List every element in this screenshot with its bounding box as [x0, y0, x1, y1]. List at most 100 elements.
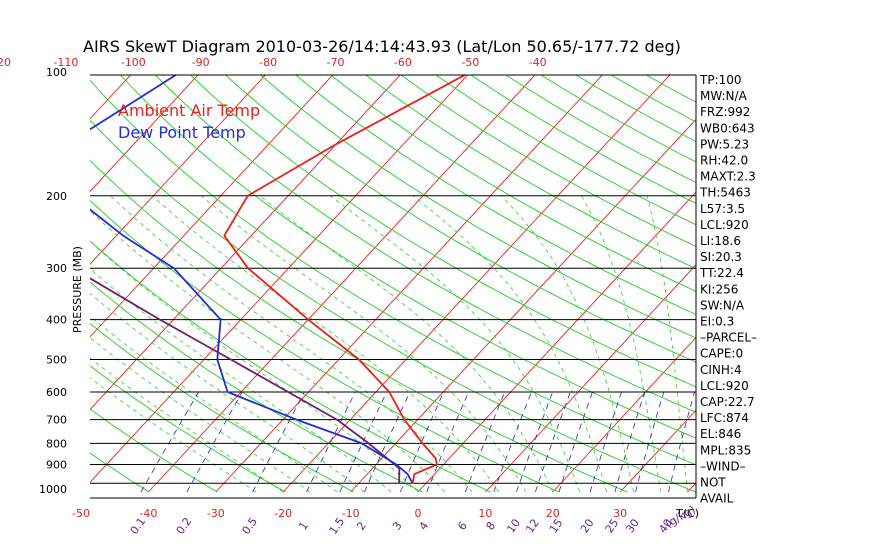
mixing-ratio-line: [339, 391, 388, 493]
parcel-curve: [90, 277, 401, 484]
pressure-tick-label: 100: [46, 66, 67, 79]
moist-adiabat: [110, 195, 473, 493]
top-temp-tick-label: -70: [327, 56, 345, 69]
bottom-temp-tick-label: -50: [72, 507, 90, 520]
plot-frame: [90, 74, 697, 499]
profile-curves: [90, 75, 467, 484]
bottom-temp-tick-label: 20: [546, 507, 560, 520]
top-temp-tick-label: -100: [121, 56, 146, 69]
isotherm: [552, 336, 696, 493]
isotherm: [417, 191, 696, 493]
index-entry: TH:5463: [699, 186, 751, 200]
isotherm: [755, 72, 870, 492]
bottom-temp-tick-label: 10: [478, 507, 492, 520]
y-axis-label: PRESSURE (MB): [71, 246, 84, 333]
index-entry: –PARCEL–: [700, 331, 757, 345]
index-entry: LFC:874: [700, 411, 749, 425]
dewpoint-curve: [90, 75, 414, 484]
index-entry: MPL:835: [700, 443, 751, 457]
top-temp-tick-label: -50: [461, 56, 479, 69]
grid-layer: [0, 72, 870, 493]
bottom-temp-tick-label: 30: [613, 507, 627, 520]
pressure-tick-label: 200: [46, 190, 67, 203]
dry-adiabat: [365, 75, 696, 270]
mixing-ratio-label: 3: [390, 519, 405, 532]
isotherm: [90, 75, 132, 120]
mixing-ratio-line: [535, 391, 571, 493]
bottom-temp-unit: T(C): [675, 507, 699, 520]
dry-adiabat: [90, 199, 560, 493]
mixing-ratio-label: 2: [354, 519, 369, 532]
dry-adiabat: [189, 75, 696, 388]
isotherm: [148, 75, 536, 493]
isotherm: [90, 75, 334, 338]
index-entry: CAPE:0: [700, 347, 743, 361]
moist-adiabat: [90, 268, 392, 493]
mixing-ratio-line: [426, 391, 469, 493]
isotherm: [90, 75, 199, 193]
top-temp-tick-label: -90: [192, 56, 210, 69]
dry-adiabat: [470, 75, 696, 204]
index-entry: –WIND–: [700, 459, 746, 473]
index-entry: EI:0.3: [700, 315, 734, 329]
moist-adiabat: [200, 195, 527, 493]
isotherm: [0, 72, 66, 492]
index-entry: EL:846: [700, 427, 741, 441]
index-entry: SI:20.3: [700, 250, 742, 264]
isotherm: [350, 118, 696, 493]
mixing-ratio-label: 6: [455, 519, 470, 532]
dry-adiabat: [0, 72, 12, 492]
legend-dew-point-temp: Dew Point Temp: [118, 123, 246, 142]
pressure-tick-label: 300: [46, 262, 67, 275]
moist-adiabat: [90, 357, 284, 493]
pressure-tick-label: 400: [46, 314, 67, 327]
bottom-temp-tick-label: 0: [415, 507, 422, 520]
top-temp-tick-label: -40: [529, 56, 547, 69]
index-entry: LCL:920: [700, 379, 749, 393]
index-entry: TP:100: [699, 73, 742, 87]
top-temp-tick-label: -120: [0, 56, 11, 69]
mixing-ratio-line: [306, 391, 356, 493]
mixing-ratio-label: 8: [484, 519, 499, 532]
moist-adiabat: [90, 210, 446, 493]
index-entry: AVAIL: [700, 492, 734, 506]
dry-adiabat: [294, 75, 696, 315]
index-entry: LI:18.6: [700, 234, 741, 248]
top-temp-tick-label: -110: [53, 56, 78, 69]
bottom-temp-tick-label: -30: [207, 507, 225, 520]
moist-adiabat: [412, 195, 608, 493]
top-temp-tick-label: -60: [394, 56, 412, 69]
stability-indices: TP:100 MW:N/A FRZ:992 WB0:643 PW:5.23 RH:42.0…: [699, 73, 757, 506]
pressure-tick-label: 700: [46, 414, 67, 427]
dry-adiabat: [90, 452, 150, 493]
index-entry: TT:22.4: [699, 266, 744, 280]
legend-ambient-air-temp: Ambient Air Temp: [118, 101, 260, 120]
mixing-ratio-line: [140, 391, 199, 493]
bottom-temp-tick-label: -40: [139, 507, 157, 520]
moist-adiabat: [646, 195, 688, 493]
dry-adiabat: [259, 75, 696, 339]
mixing-ratio-line: [516, 391, 553, 493]
bottom-temp-tick-label: -20: [274, 507, 292, 520]
index-entry: L57:3.5: [700, 202, 745, 216]
temperature-curve: [223, 75, 467, 484]
chart-title: AIRS SkewT Diagram 2010-03-26/14:14:43.9…: [83, 37, 681, 56]
dry-adiabat: [90, 365, 286, 493]
mixing-ratio-line: [364, 391, 411, 493]
moist-adiabat: [90, 292, 365, 493]
mixing-ratio-label: 0.5: [239, 515, 260, 537]
index-entry: FRZ:992: [700, 105, 750, 119]
moist-adiabat: [329, 195, 581, 493]
isotherm: [90, 75, 401, 411]
isotherm: [619, 409, 696, 493]
isotherm: [485, 264, 696, 493]
pressure-tick-label: 1000: [39, 483, 67, 496]
moist-adiabat: [151, 195, 500, 493]
dry-adiabat: [90, 79, 696, 466]
isotherm: [90, 75, 469, 483]
dry-adiabat: [90, 408, 218, 493]
moist-adiabat: [581, 195, 661, 493]
index-entry: MW:N/A: [700, 89, 748, 103]
isotherm: [282, 75, 671, 493]
